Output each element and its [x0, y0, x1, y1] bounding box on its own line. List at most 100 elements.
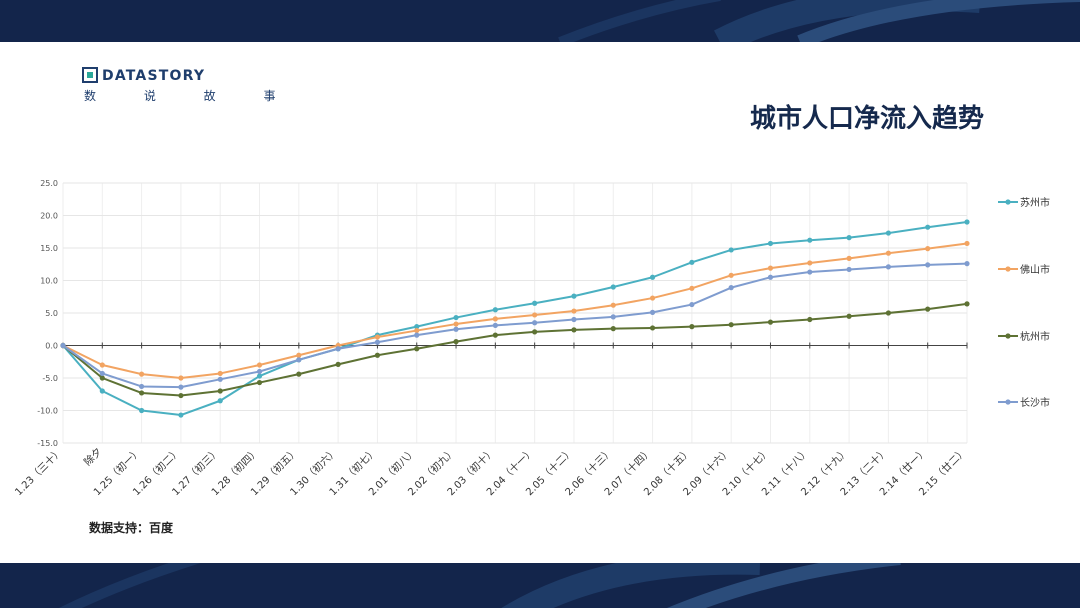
- data-point: [767, 265, 774, 271]
- data-point: [139, 383, 145, 390]
- chart-series: [60, 219, 970, 418]
- brand-name: DATASTORY: [102, 68, 206, 84]
- legend-item: 长沙市: [998, 396, 1050, 409]
- data-point: [610, 326, 616, 332]
- data-point: [885, 230, 891, 236]
- page-title: 城市人口净流入趋势: [749, 104, 984, 134]
- data-point: [571, 316, 577, 323]
- data-point: [767, 319, 774, 325]
- data-point: [335, 361, 341, 367]
- data-point: [925, 306, 931, 312]
- data-point: [374, 334, 381, 340]
- data-point: [296, 352, 302, 358]
- x-tick-label: 除夕: [81, 445, 104, 468]
- data-point: [414, 327, 420, 334]
- series-4: [60, 261, 970, 390]
- data-point: [453, 314, 459, 321]
- legend-label: 苏州市: [1020, 196, 1050, 209]
- legend-marker: [1005, 266, 1011, 272]
- series-line: [62, 302, 968, 397]
- y-tick-label: 0.0: [45, 342, 58, 351]
- data-point: [649, 309, 656, 315]
- data-point: [807, 260, 813, 266]
- data-point: [571, 327, 577, 333]
- brand-logo: DATASTORY 数 说 故 事: [82, 67, 275, 107]
- data-point: [256, 373, 263, 379]
- data-point: [807, 237, 813, 243]
- data-point: [99, 375, 105, 381]
- legend-label: 长沙市: [1020, 396, 1050, 409]
- data-point: [925, 262, 931, 268]
- data-point: [885, 310, 891, 316]
- data-point: [846, 235, 852, 241]
- data-point: [728, 272, 734, 278]
- data-point: [178, 392, 184, 399]
- legend-item: 佛山市: [998, 263, 1050, 276]
- data-point: [571, 308, 577, 314]
- data-point: [453, 339, 459, 345]
- data-point: [767, 274, 774, 280]
- data-point: [492, 332, 498, 338]
- data-point: [532, 320, 538, 326]
- legend-marker: [1005, 199, 1011, 205]
- data-point: [610, 284, 616, 290]
- data-point: [807, 316, 813, 323]
- legend-marker: [1005, 399, 1011, 405]
- data-point: [217, 398, 223, 404]
- data-point: [178, 375, 184, 381]
- data-point: [964, 261, 970, 267]
- data-point: [610, 302, 616, 308]
- y-tick-label: -15.0: [37, 439, 58, 448]
- data-point: [453, 326, 459, 332]
- legend-item: 杭州市: [998, 330, 1050, 343]
- series-line: [62, 221, 968, 417]
- data-point: [453, 321, 459, 327]
- y-tick-label: 20.0: [40, 212, 58, 221]
- data-point: [139, 371, 145, 377]
- y-axis-ticks: 25.0 20.0 15.0 10.0 5.0 0.0 -5.0 -10.0 -15.0: [37, 179, 58, 448]
- data-source: 数据支持：百度: [89, 521, 174, 535]
- data-point: [807, 269, 813, 275]
- data-point: [846, 313, 852, 319]
- data-point: [99, 362, 105, 368]
- data-point: [689, 324, 695, 330]
- data-point: [689, 259, 695, 265]
- y-tick-label: 15.0: [40, 244, 58, 253]
- data-point: [414, 324, 420, 330]
- data-point: [178, 384, 184, 390]
- data-point: [846, 255, 852, 261]
- brand-subtitle: 数 说 故 事: [84, 89, 298, 103]
- series-3: [60, 301, 970, 399]
- data-point: [256, 379, 263, 386]
- data-point: [217, 388, 223, 394]
- data-point: [610, 314, 616, 320]
- data-point: [728, 285, 734, 291]
- header-band-pattern: [558, 0, 1080, 42]
- y-tick-label: 10.0: [40, 277, 58, 286]
- data-point: [374, 352, 381, 358]
- data-point: [178, 412, 184, 418]
- header-band: [0, 0, 1080, 42]
- data-point: [532, 329, 538, 335]
- data-point: [492, 307, 498, 313]
- x-tick-label: 1.23（三十）: [12, 445, 65, 498]
- data-point: [649, 295, 656, 301]
- data-point: [492, 316, 498, 322]
- legend-label: 佛山市: [1020, 263, 1050, 276]
- data-point: [767, 240, 774, 247]
- series-line: [62, 242, 968, 379]
- data-point: [217, 376, 223, 382]
- legend-marker: [1005, 333, 1011, 339]
- y-tick-label: -10.0: [37, 407, 58, 416]
- data-point: [60, 342, 66, 349]
- data-point: [925, 246, 931, 252]
- data-point: [925, 224, 931, 230]
- data-point: [964, 240, 970, 247]
- data-point: [689, 301, 695, 308]
- data-point: [139, 407, 145, 414]
- data-point: [335, 346, 341, 352]
- data-point: [689, 285, 695, 291]
- data-point: [885, 250, 891, 256]
- data-point: [728, 322, 734, 328]
